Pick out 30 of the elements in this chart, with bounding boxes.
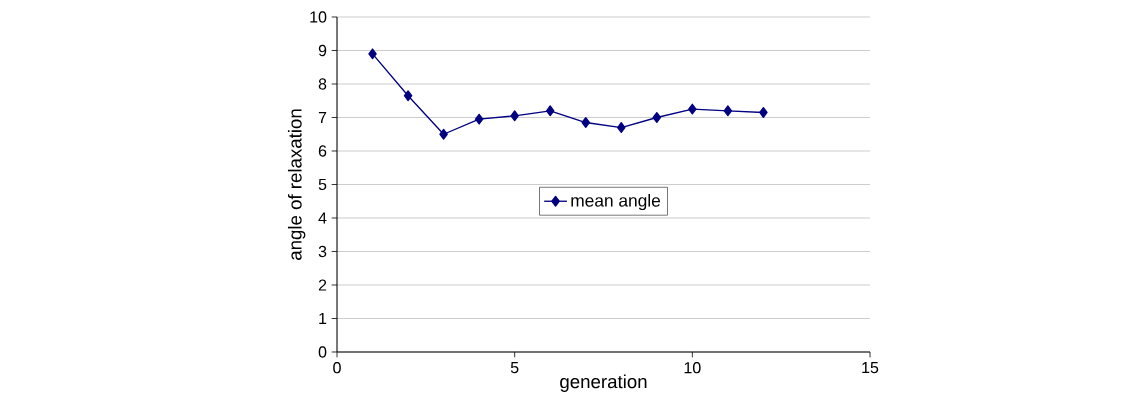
y-tick-label: 3 [318,245,327,258]
y-tick-label: 6 [318,145,327,157]
legend-label: mean angle [571,193,661,211]
point [368,48,377,60]
y-tick-label: 0 [318,346,327,358]
point [439,128,448,140]
y-axis-title: angle of relaxation [287,109,306,260]
x-tick-label: 0 [333,362,341,374]
point [723,105,733,117]
x-tick-label: 5 [510,362,519,374]
point [759,106,768,118]
point [617,122,626,134]
y-tick-label: 10 [310,11,327,23]
y-tick-label: 4 [318,212,327,224]
y-tick-label: 9 [318,44,327,57]
y-tick-label: 7 [318,112,327,123]
y-tick-label: 2 [318,279,327,291]
y-tick-label: 1 [319,312,327,324]
point [545,105,555,117]
y-tick-label: 5 [318,178,327,191]
x-axis-title: generation [560,374,647,392]
point [652,112,662,123]
y-tick-label: 8 [318,78,327,90]
x-tick-label: 10 [684,362,701,374]
point [510,110,519,122]
point [688,103,697,115]
point [474,113,484,125]
point [581,117,591,128]
x-tick-label: 15 [862,362,879,374]
point [403,90,413,102]
